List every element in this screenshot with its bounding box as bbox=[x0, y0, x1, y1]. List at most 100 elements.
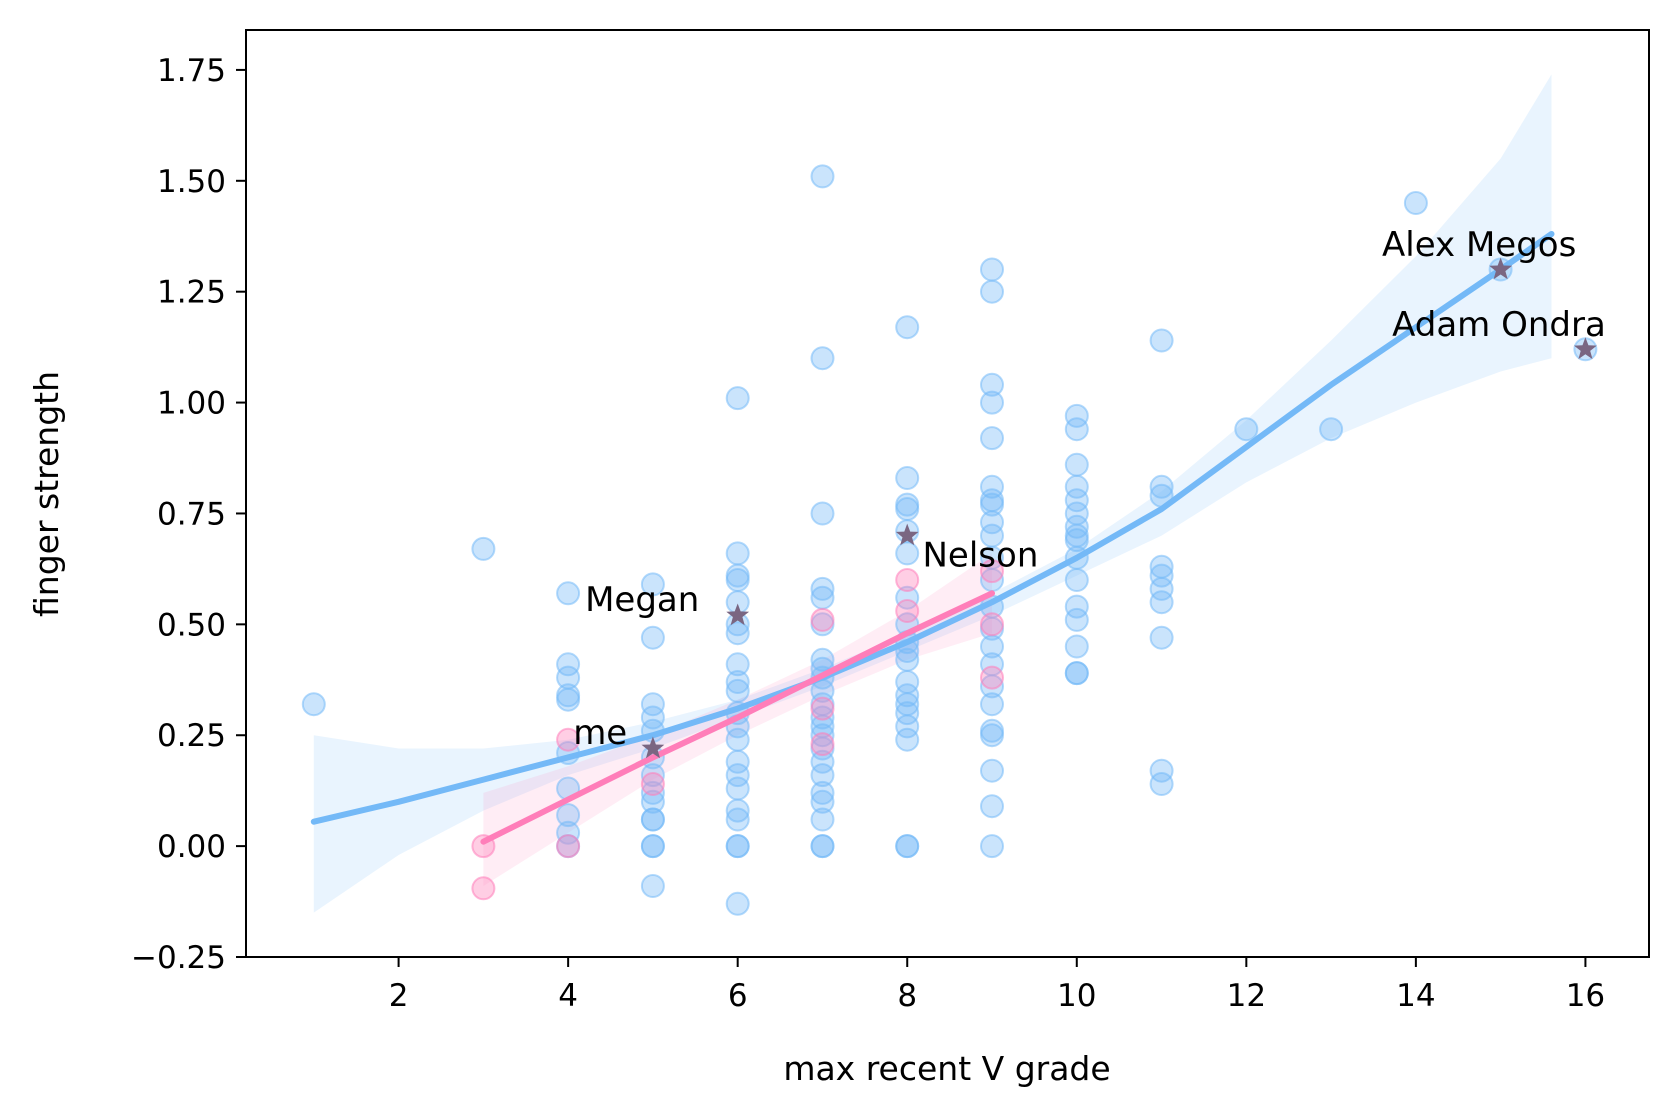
pink-fit-line bbox=[480, 590, 995, 845]
blue-scatter-point bbox=[1064, 417, 1089, 442]
blue-scatter-point bbox=[980, 510, 1004, 535]
scatter-points bbox=[301, 164, 1598, 916]
blue-scatter-point bbox=[556, 581, 581, 606]
blue-fit-line bbox=[310, 231, 1555, 825]
blue-scatter-point bbox=[725, 670, 750, 694]
star-marker bbox=[1489, 257, 1513, 280]
blue-scatter-point bbox=[895, 315, 920, 340]
y-tick-label: 1.50 bbox=[157, 164, 226, 200]
blue-scatter-point bbox=[980, 758, 1004, 783]
blue-scatter-point bbox=[725, 568, 750, 592]
blue-scatter-point bbox=[895, 714, 920, 739]
blue-scatter-point bbox=[980, 723, 1004, 748]
blue-scatter-point bbox=[895, 727, 920, 752]
blue-scatter-point bbox=[1064, 661, 1089, 686]
blue-scatter-point bbox=[725, 386, 750, 411]
x-tick-label: 6 bbox=[728, 978, 748, 1014]
pink-scatter-point bbox=[640, 772, 665, 796]
star-markers bbox=[641, 257, 1597, 759]
blue-confidence-band bbox=[313, 74, 1552, 913]
blue-scatter-point bbox=[895, 541, 920, 566]
blue-scatter-point bbox=[895, 683, 920, 708]
blue-scatter-point bbox=[725, 763, 750, 788]
pink-scatter-point bbox=[810, 607, 835, 632]
fit-lines bbox=[310, 231, 1555, 845]
blue-scatter-point bbox=[1403, 191, 1428, 215]
x-axis: 2 4 6 8 10 12 14 16 bbox=[389, 957, 1605, 1014]
blue-scatter-point bbox=[895, 701, 920, 726]
blue-scatter-point bbox=[725, 834, 750, 859]
blue-scatter-point bbox=[725, 798, 750, 823]
x-tick-label: 10 bbox=[1057, 978, 1096, 1014]
pink-scatter-point bbox=[980, 559, 1004, 584]
blue-scatter-point bbox=[725, 678, 750, 703]
blue-scatter-point bbox=[640, 789, 665, 814]
y-axis-label: finger strength bbox=[27, 371, 66, 617]
blue-scatter-point bbox=[1319, 417, 1344, 442]
blue-scatter-point bbox=[1064, 528, 1089, 553]
pink-scatter-point bbox=[471, 876, 496, 901]
blue-scatter-point bbox=[810, 576, 835, 601]
plot-frame bbox=[245, 29, 1650, 958]
blue-scatter-point bbox=[640, 763, 665, 788]
blue-scatter-point bbox=[556, 652, 581, 677]
blue-scatter-point bbox=[980, 279, 1004, 304]
y-tick-label: −0.25 bbox=[131, 940, 226, 976]
blue-scatter-point bbox=[471, 536, 496, 561]
x-tick-label: 2 bbox=[389, 978, 409, 1014]
blue-scatter-point bbox=[810, 834, 835, 859]
y-tick-label: 1.00 bbox=[157, 386, 226, 422]
blue-scatter-point bbox=[980, 474, 1004, 499]
y-tick-label: 0.50 bbox=[157, 607, 226, 643]
y-tick-label: 0.00 bbox=[157, 829, 226, 865]
blue-scatter-point bbox=[810, 780, 835, 805]
blue-scatter-point bbox=[725, 652, 750, 677]
blue-scatter-point bbox=[980, 372, 1004, 397]
blue-scatter-point bbox=[1064, 474, 1089, 499]
pink-scatter-point bbox=[810, 696, 835, 721]
blue-scatter-point bbox=[1064, 403, 1089, 428]
blue-scatter-point bbox=[1234, 417, 1259, 442]
blue-scatter-point bbox=[725, 807, 750, 832]
blue-scatter-point bbox=[301, 692, 326, 717]
blue-scatter-point bbox=[810, 585, 835, 610]
star-marker bbox=[641, 736, 665, 759]
blue-scatter-point bbox=[1064, 607, 1089, 632]
blue-scatter-point bbox=[725, 541, 750, 566]
blue-scatter-point bbox=[980, 834, 1004, 859]
blue-scatter-point bbox=[1149, 625, 1174, 650]
blue-scatter-point bbox=[810, 501, 835, 526]
y-tick-label: 1.25 bbox=[157, 275, 226, 311]
blue-scatter-point bbox=[640, 572, 665, 597]
blue-scatter-point bbox=[556, 687, 581, 712]
blue-scatter-point bbox=[895, 466, 920, 490]
blue-scatter-point bbox=[1064, 634, 1089, 659]
blue-scatter-point bbox=[640, 625, 665, 650]
y-tick-label: 1.75 bbox=[157, 53, 226, 89]
blue-scatter-point bbox=[725, 727, 750, 752]
annotation-label: Alex Megos bbox=[1382, 225, 1576, 265]
blue-scatter-point bbox=[640, 834, 665, 859]
blue-scatter-point bbox=[980, 794, 1004, 819]
blue-scatter-point bbox=[640, 705, 665, 730]
blue-scatter-point bbox=[810, 723, 835, 748]
y-tick-label: 0.75 bbox=[157, 496, 226, 532]
pink-scatter-point bbox=[980, 665, 1004, 690]
blue-scatter-point bbox=[810, 789, 835, 814]
star-marker bbox=[1574, 337, 1597, 360]
annotation-label: me bbox=[573, 713, 627, 753]
blue-scatter-point bbox=[810, 647, 835, 672]
blue-scatter-point bbox=[810, 763, 835, 788]
pink-scatter-point bbox=[556, 834, 581, 859]
blue-scatter-point bbox=[895, 497, 920, 521]
annotation-label: Adam Ondra bbox=[1392, 305, 1606, 345]
blue-scatter-point bbox=[895, 834, 920, 859]
pink-scatter-point bbox=[895, 568, 920, 592]
blue-scatter-point bbox=[1149, 590, 1174, 615]
annotations: me Megan Nelson Alex Megos Adam Ondra bbox=[573, 225, 1606, 753]
annotation-label: Megan bbox=[585, 580, 699, 620]
blue-scatter-point bbox=[980, 257, 1004, 282]
blue-scatter-point bbox=[640, 807, 665, 832]
x-axis-label: max recent V grade bbox=[783, 1049, 1110, 1088]
